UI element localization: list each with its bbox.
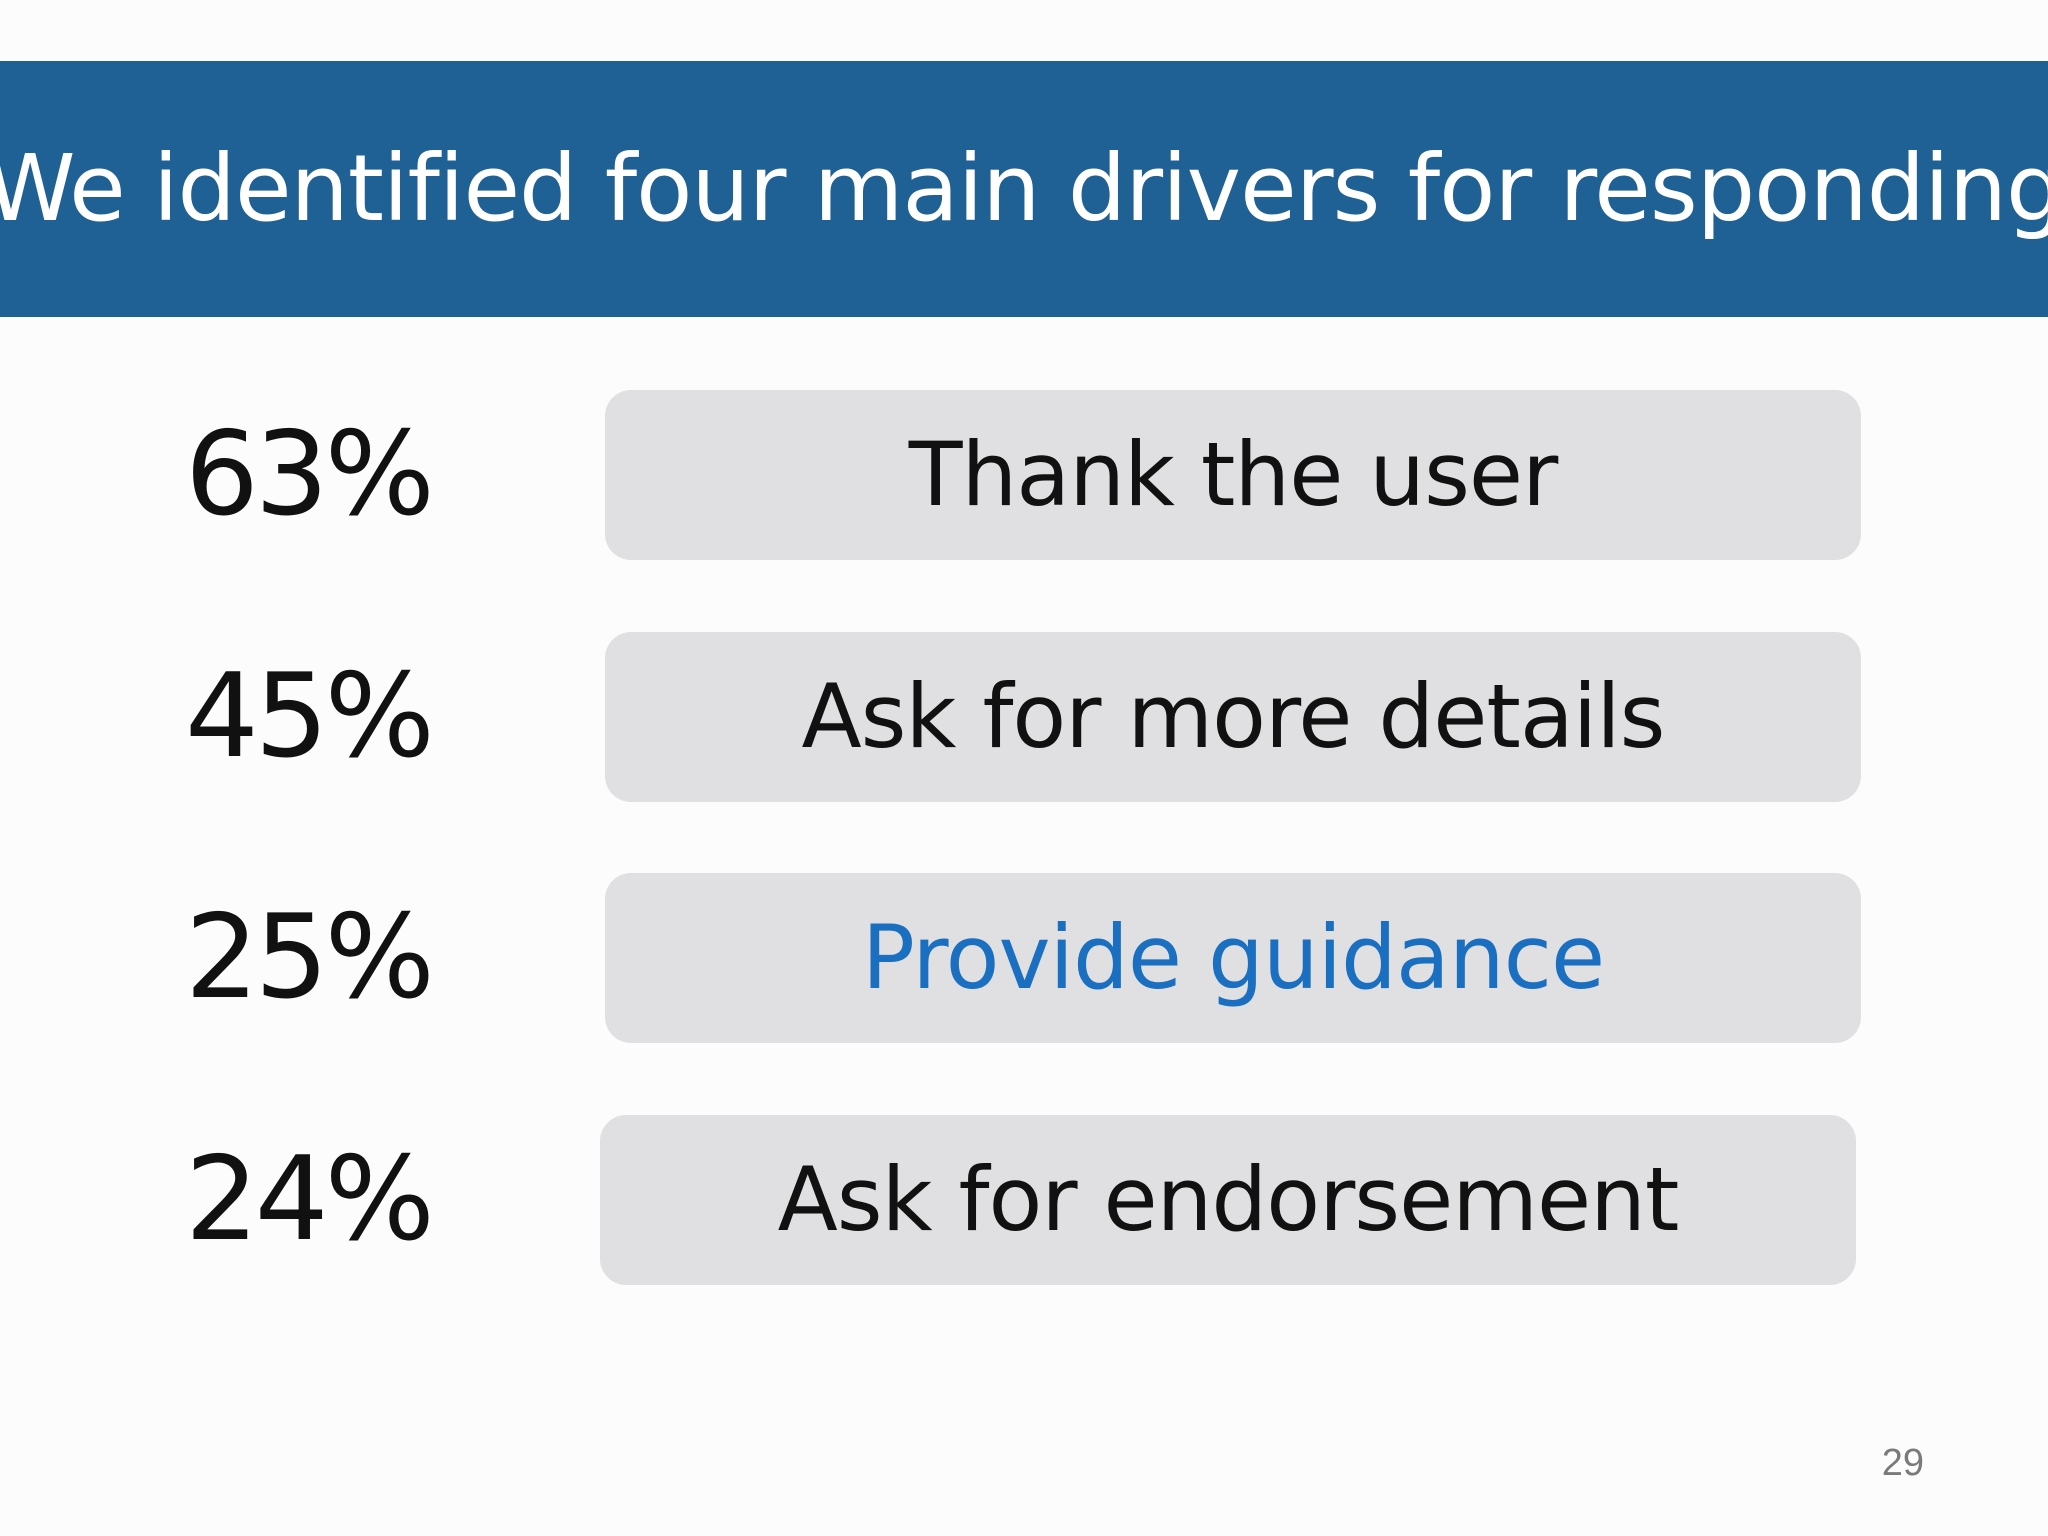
slide-title: We identified four main drivers for resp… (0, 135, 2048, 242)
driver-row: 45% Ask for more details (0, 632, 2048, 802)
page-number: 29 (1881, 1442, 1924, 1484)
driver-box: Ask for endorsement (600, 1115, 1856, 1285)
driver-box: Ask for more details (605, 632, 1861, 802)
driver-percent: 45% (185, 649, 435, 784)
driver-label: Ask for more details (801, 665, 1665, 768)
driver-label: Ask for endorsement (777, 1148, 1680, 1251)
driver-row: 63% Thank the user (0, 390, 2048, 560)
driver-percent: 63% (185, 407, 435, 542)
driver-percent: 25% (185, 890, 435, 1025)
driver-percent: 24% (185, 1132, 435, 1267)
driver-label: Thank the user (908, 423, 1558, 526)
driver-label-highlighted: Provide guidance (861, 906, 1605, 1009)
driver-row: 24% Ask for endorsement (0, 1115, 2048, 1285)
driver-row: 25% Provide guidance (0, 873, 2048, 1043)
driver-box: Thank the user (605, 390, 1861, 560)
driver-box: Provide guidance (605, 873, 1861, 1043)
title-bar: We identified four main drivers for resp… (0, 61, 2048, 317)
